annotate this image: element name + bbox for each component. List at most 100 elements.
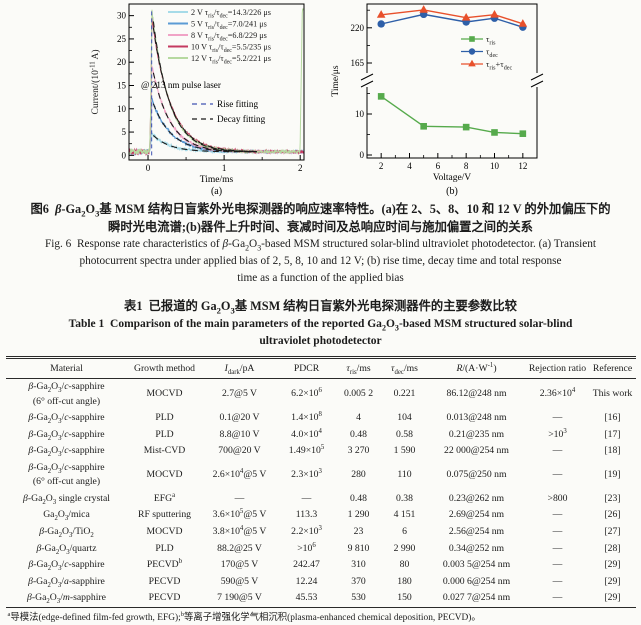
table-cell: 7 190@5 V xyxy=(217,592,262,604)
column-header: Growth method xyxy=(133,363,196,374)
svg-text:25: 25 xyxy=(117,34,127,44)
table-cell: 22 000@254 nm xyxy=(444,445,509,457)
figure-6: 0 1 2 0 5 10 15 20 25 30 Time/ms Current/(10-11 A)(… xyxy=(0,0,641,198)
legend-label: 5 V τris/τdec=7.0/241 μs xyxy=(191,20,267,31)
legend-label: τris+τdec xyxy=(486,59,512,71)
column-header: R/(A·W-1) xyxy=(456,361,497,374)
table-cell: PECVDb xyxy=(146,557,183,571)
table-cell: — xyxy=(552,542,563,554)
table-cell: β-Ga2O3/c-sapphire (6° off-cut angle) xyxy=(28,461,105,488)
table-cell: [28] xyxy=(604,542,621,554)
table-cell: β-Ga2O3/quartz xyxy=(36,542,97,556)
table-cell: 0.013@248 nm xyxy=(446,412,507,424)
table-cell: β-Ga2O3 single crystal xyxy=(23,492,110,506)
x-axis-label-b: Voltage/V xyxy=(432,173,470,183)
table-cell: RF sputtering xyxy=(137,509,192,521)
svg-text:12: 12 xyxy=(518,161,527,171)
table-cell: 0.48 xyxy=(350,492,367,504)
table-cell: [23] xyxy=(604,492,621,504)
table-row: β-Ga2O3/a-sapphire PECVD 590@5 V 12.24 370 18… xyxy=(6,574,636,591)
svg-text:0: 0 xyxy=(145,163,150,173)
table-cell: 242.47 xyxy=(293,559,320,571)
table-cell: 310 xyxy=(351,559,366,571)
table-cell: β-Ga2O3/m-sapphire xyxy=(27,592,106,606)
table-cell: 180 xyxy=(397,575,412,587)
caption-en-line1: Fig. 6 Response rate characteristics of … xyxy=(44,238,597,253)
table-cell: β-Ga2O3/c-sapphire xyxy=(28,428,105,442)
sublabel-a: (a) xyxy=(210,186,221,197)
table-cell: 3.8×104@5 V xyxy=(212,524,267,538)
svg-text:6: 6 xyxy=(435,161,440,171)
table-cell: 0.58 xyxy=(396,428,413,440)
series-tau_dec xyxy=(376,10,527,31)
table-cell: — xyxy=(552,445,563,457)
table-cell: — xyxy=(552,592,563,604)
table-cell: β-Ga2O3/c-sapphire xyxy=(28,445,105,459)
svg-text:30: 30 xyxy=(117,11,127,21)
decay-fit-curve xyxy=(152,21,257,153)
table-cell: — xyxy=(552,412,563,424)
table-cell: 0.027 7@254 nm xyxy=(442,592,511,604)
table-cell: MOCVD xyxy=(146,469,183,481)
annotation-pulse-laser: @ 213 nm pulse laser xyxy=(141,80,221,90)
table-cell: — xyxy=(234,492,245,504)
table-cell: 110 xyxy=(397,469,412,481)
table-cell: EFGa xyxy=(153,491,176,504)
table-row: β-Ga2O3/c-sapphire (6° off-cut angle) MOCV… xyxy=(6,460,636,491)
table-cell: 3 270 xyxy=(347,445,370,457)
svg-text:10: 10 xyxy=(490,161,500,171)
table-cell: 0.1@20 V xyxy=(219,412,260,424)
table-cell: 2.69@254 nm xyxy=(448,509,505,521)
table-cell: 113.3 xyxy=(295,509,318,521)
table-cell: 2.56@254 nm xyxy=(448,526,505,538)
table-cell: 0.003 5@254 nm xyxy=(442,559,511,571)
series-tau_ris_plus_tau_dec xyxy=(376,5,527,27)
legend-label: Rise fitting xyxy=(217,99,258,109)
table-row: Ga2O3/mica RF sputtering 3.6×105@5 V 113.3 1… xyxy=(6,507,636,524)
svg-text:4: 4 xyxy=(407,161,412,171)
table-cell: β-Ga2O3/c-sapphire xyxy=(28,412,105,426)
legend-label: 2 V τris/τdec=14.3/226 μs xyxy=(191,8,271,19)
table-cell: 80 xyxy=(399,559,410,571)
table-cell: PLD xyxy=(155,428,174,440)
table-cell: >103 xyxy=(548,427,567,440)
table-cell: [16] xyxy=(604,412,621,424)
table-cell: 150 xyxy=(397,592,412,604)
table-title-en-line1: Table 1 Comparison of the main parameter… xyxy=(68,318,573,333)
table-cell: 6 xyxy=(402,526,407,538)
column-header: τris/ms xyxy=(346,363,371,376)
table-cell: — xyxy=(552,509,563,521)
table-cell: β-Ga2O3/TiO2 xyxy=(39,526,94,539)
table-cell: 170@5 V xyxy=(220,559,259,571)
table-cell: PLD xyxy=(155,412,174,424)
table-title-en-line2: ultraviolet photodetector xyxy=(259,335,382,347)
caption-cn-line2: 瞬时光电流谱;(b)器件上升时间、衰减时间及总响应时间与施加偏置之间的关系 xyxy=(108,220,533,234)
table-cell: 2.6×104@5 V xyxy=(212,467,267,481)
table-cell: 0.23@262 nm xyxy=(448,492,505,504)
table-cell: Ga2O3/mica xyxy=(43,509,90,523)
caption-en-line2: photocurrent spectra under applied bias … xyxy=(79,255,562,267)
table-cell: 2.7@5 V xyxy=(221,388,258,400)
table-row: β-Ga2O3/c-sapphire Mist-CVD 700@20 V 1.49×1… xyxy=(6,443,636,460)
table-cell: [29] xyxy=(604,592,621,604)
column-header: Reference xyxy=(592,363,633,374)
table-row: β-Ga2O3/quartz PLD 88.2@25 V >106 9 810 2 990… xyxy=(6,541,636,558)
plot-frame-a xyxy=(128,3,304,161)
table-cell: 530 xyxy=(351,592,366,604)
table-row: β-Ga2O3/c-sapphire PLD 0.1@20 V 1.4×108 4 104… xyxy=(6,410,636,427)
table-title-cn: 表1 已报道的 Ga2O3基 MSM 结构日盲紫外光电探测器件的主要参数比较 xyxy=(124,299,517,316)
table-cell: [17] xyxy=(604,428,621,440)
table-cell: — xyxy=(301,492,312,504)
legend-label: 12 V τris/τdec=5.2/221 μs xyxy=(191,54,271,65)
svg-text:0: 0 xyxy=(359,150,364,160)
table-cell: β-Ga2O3/c-sapphire (6° off-cut angle) xyxy=(28,381,105,407)
table-cell: 12.24 xyxy=(295,575,318,587)
legend-label: τdec xyxy=(486,47,498,59)
svg-text:5: 5 xyxy=(121,127,126,137)
y-axis-label-a: Current/(10-11 A) xyxy=(89,49,100,114)
table-cell: 0.000 6@254 nm xyxy=(442,575,511,587)
table-cell: 9 810 xyxy=(347,542,370,554)
